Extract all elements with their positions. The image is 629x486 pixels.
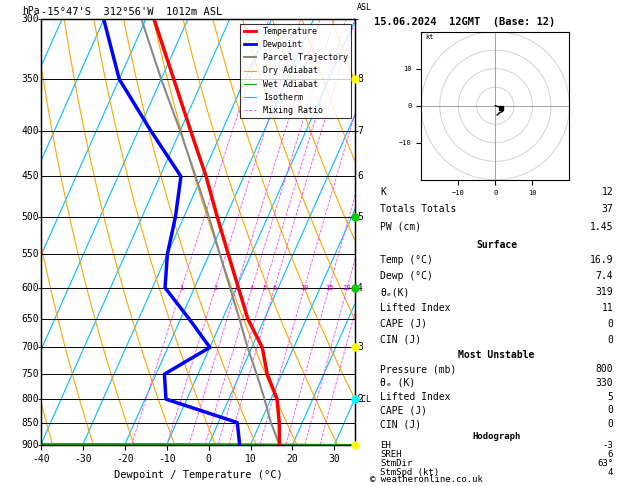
Text: StmDir: StmDir — [380, 459, 412, 468]
Text: 1: 1 — [179, 285, 184, 291]
Text: 6: 6 — [357, 172, 363, 181]
Text: CAPE (J): CAPE (J) — [380, 319, 427, 329]
Text: 1.45: 1.45 — [590, 222, 613, 232]
Text: 500: 500 — [21, 212, 39, 222]
Text: 700: 700 — [21, 343, 39, 352]
Text: PW (cm): PW (cm) — [380, 222, 421, 232]
Text: 5: 5 — [262, 285, 267, 291]
Text: 4: 4 — [250, 285, 254, 291]
Text: 3: 3 — [235, 285, 238, 291]
Text: 12: 12 — [601, 187, 613, 197]
Text: 800: 800 — [21, 394, 39, 404]
Text: 20: 20 — [343, 285, 352, 291]
Text: 650: 650 — [21, 314, 39, 324]
Text: 6: 6 — [272, 285, 277, 291]
Text: Totals Totals: Totals Totals — [380, 205, 457, 214]
Text: Surface: Surface — [476, 240, 517, 250]
Text: 400: 400 — [21, 126, 39, 136]
Text: Pressure (mb): Pressure (mb) — [380, 364, 457, 374]
Text: 330: 330 — [596, 378, 613, 388]
Text: 319: 319 — [596, 287, 613, 297]
Text: 600: 600 — [21, 283, 39, 293]
Text: 450: 450 — [21, 172, 39, 181]
Text: kt: kt — [425, 34, 433, 40]
Text: 2: 2 — [357, 394, 363, 404]
Text: StmSpd (kt): StmSpd (kt) — [380, 468, 439, 477]
Text: 8: 8 — [357, 74, 363, 84]
Text: 850: 850 — [21, 417, 39, 428]
Text: 750: 750 — [21, 369, 39, 379]
Text: 10: 10 — [300, 285, 309, 291]
Text: 15: 15 — [325, 285, 333, 291]
Text: EH: EH — [380, 441, 391, 450]
Text: Lifted Index: Lifted Index — [380, 392, 450, 401]
Text: 37: 37 — [601, 205, 613, 214]
Text: CIN (J): CIN (J) — [380, 334, 421, 345]
Text: 300: 300 — [21, 15, 39, 24]
Text: 11: 11 — [601, 303, 613, 313]
Text: CAPE (J): CAPE (J) — [380, 405, 427, 416]
Text: Temp (°C): Temp (°C) — [380, 256, 433, 265]
Text: -3: -3 — [603, 441, 613, 450]
Text: 6: 6 — [608, 450, 613, 459]
Text: km
ASL: km ASL — [357, 0, 372, 12]
Text: 7.4: 7.4 — [596, 271, 613, 281]
Text: 15.06.2024  12GMT  (Base: 12): 15.06.2024 12GMT (Base: 12) — [374, 17, 555, 27]
Text: hPa: hPa — [21, 5, 39, 16]
Text: LCL: LCL — [356, 395, 371, 403]
Text: Hodograph: Hodograph — [472, 432, 521, 441]
Text: Dewp (°C): Dewp (°C) — [380, 271, 433, 281]
Text: 16.9: 16.9 — [590, 256, 613, 265]
Text: 4: 4 — [608, 468, 613, 477]
Text: 550: 550 — [21, 249, 39, 259]
Text: θₑ(K): θₑ(K) — [380, 287, 409, 297]
Text: -15°47'S  312°56'W  1012m ASL: -15°47'S 312°56'W 1012m ASL — [41, 7, 222, 17]
Text: 0: 0 — [608, 334, 613, 345]
Text: 5: 5 — [357, 212, 363, 222]
Text: CIN (J): CIN (J) — [380, 419, 421, 429]
Text: 4: 4 — [357, 283, 363, 293]
Text: SREH: SREH — [380, 450, 401, 459]
Text: 800: 800 — [596, 364, 613, 374]
Text: 5: 5 — [608, 392, 613, 401]
Text: 63°: 63° — [597, 459, 613, 468]
Text: 2: 2 — [213, 285, 218, 291]
Text: © weatheronline.co.uk: © weatheronline.co.uk — [370, 474, 482, 484]
Text: 0: 0 — [608, 405, 613, 416]
X-axis label: Dewpoint / Temperature (°C): Dewpoint / Temperature (°C) — [114, 470, 282, 480]
Legend: Temperature, Dewpoint, Parcel Trajectory, Dry Adiabat, Wet Adiabat, Isotherm, Mi: Temperature, Dewpoint, Parcel Trajectory… — [240, 24, 351, 118]
Text: 0: 0 — [608, 319, 613, 329]
Text: 900: 900 — [21, 440, 39, 450]
Text: K: K — [380, 187, 386, 197]
Text: 7: 7 — [357, 126, 363, 136]
Text: Most Unstable: Most Unstable — [459, 350, 535, 360]
Text: 0: 0 — [608, 419, 613, 429]
Text: θₑ (K): θₑ (K) — [380, 378, 415, 388]
Text: 350: 350 — [21, 74, 39, 84]
Text: Lifted Index: Lifted Index — [380, 303, 450, 313]
Text: 3: 3 — [357, 343, 363, 352]
